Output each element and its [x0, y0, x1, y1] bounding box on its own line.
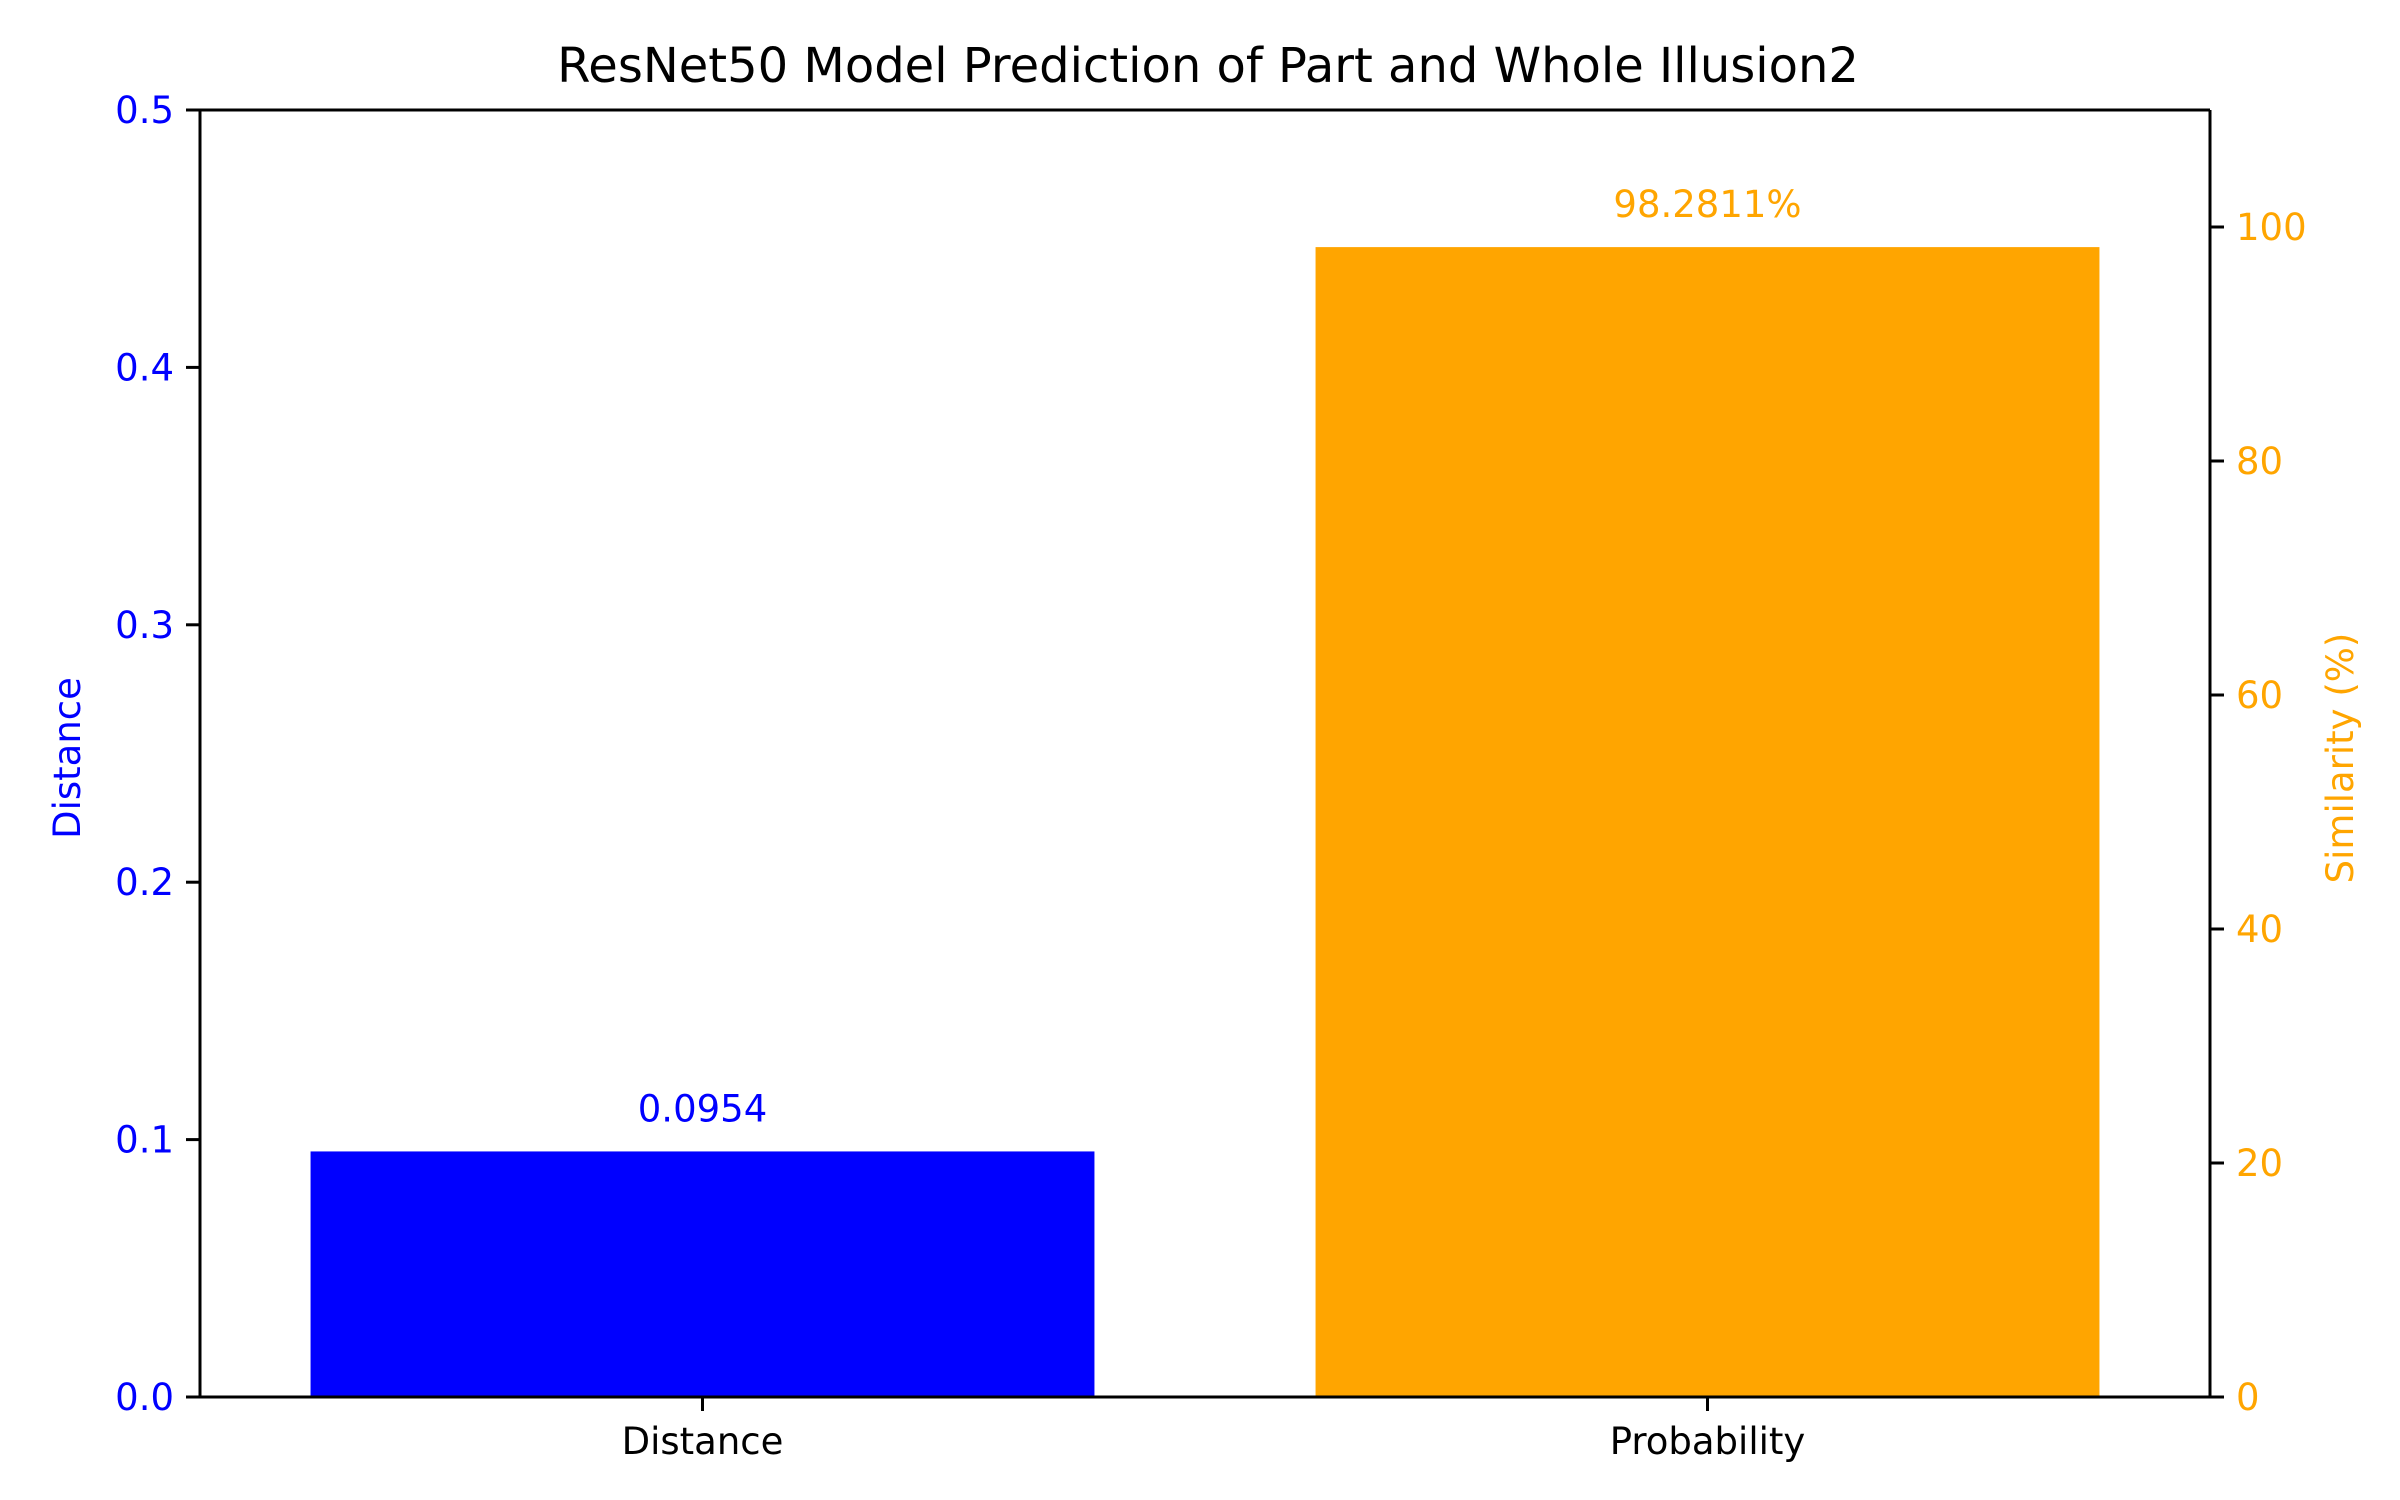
left-axis-label: Distance [46, 677, 89, 839]
right-axis-ticks: 0 20 40 60 80 100 [2210, 206, 2307, 1419]
bar-distance [310, 1151, 1095, 1397]
left-tick-label: 0.1 [115, 1119, 174, 1162]
right-tick-label: 40 [2236, 908, 2283, 951]
chart-title: ResNet50 Model Prediction of Part and Wh… [557, 38, 1859, 94]
bars-layer [310, 247, 2100, 1398]
right-tick-label: 20 [2236, 1142, 2283, 1185]
data-label-probability: 98.2811% [1613, 183, 1801, 226]
right-tick-label: 80 [2236, 440, 2283, 483]
right-axis-label: Similarity (%) [2319, 633, 2362, 884]
data-label-distance: 0.0954 [638, 1087, 767, 1130]
bar-probability [1315, 247, 2100, 1398]
left-tick-label: 0.5 [115, 89, 174, 132]
right-tick-label: 60 [2236, 674, 2283, 717]
left-tick-label: 0.4 [115, 346, 174, 389]
data-labels-layer: 0.0954 98.2811% [638, 183, 1802, 1130]
left-tick-label: 0.0 [115, 1376, 174, 1419]
x-axis-ticks: Distance Probability [622, 1397, 1806, 1463]
x-tick-label: Distance [622, 1420, 784, 1463]
left-tick-label: 0.2 [115, 861, 174, 904]
left-tick-label: 0.3 [115, 604, 174, 647]
right-tick-label: 100 [2236, 206, 2307, 249]
x-tick-label: Probability [1610, 1420, 1806, 1463]
right-tick-label: 0 [2236, 1376, 2260, 1419]
left-axis-ticks: 0.0 0.1 0.2 0.3 0.4 0.5 [115, 89, 200, 1419]
